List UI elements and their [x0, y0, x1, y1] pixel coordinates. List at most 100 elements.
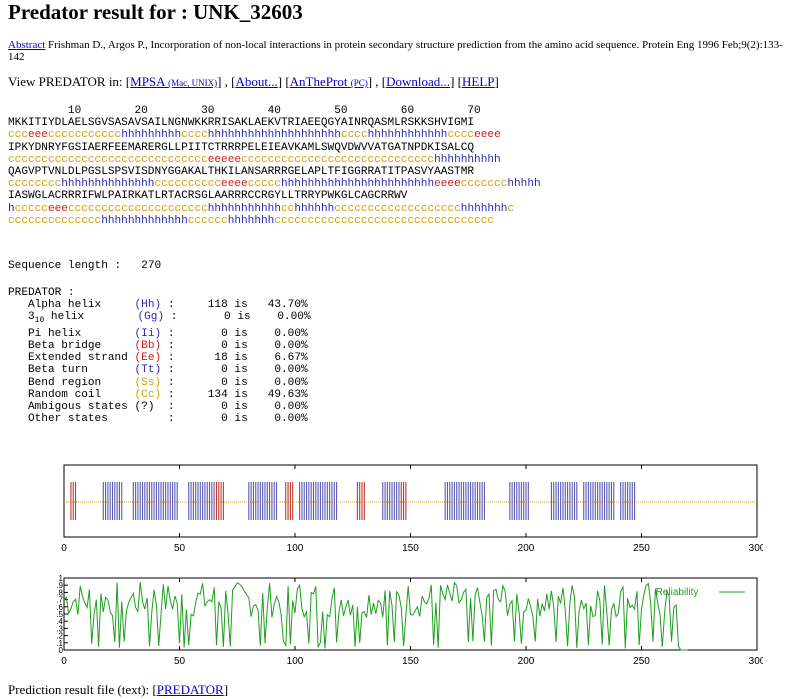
predator-file-link[interactable]: PREDATOR — [156, 682, 224, 697]
x-tick-label: 250 — [633, 656, 650, 667]
sequence-block: 10 20 30 40 50 60 70 MKKITIYDLAELSGVSASA… — [8, 105, 541, 227]
stat-name: Alpha helix — [27, 299, 135, 312]
stat-code: (Gg) — [137, 311, 165, 324]
x-tick-label: 50 — [174, 543, 186, 554]
stat-row: Beta bridge (Bb) : 0 is 0.00% — [27, 340, 308, 353]
stat-row: Ambigous states (?) : 0 is 0.00% — [27, 401, 308, 414]
x-tick-label: 100 — [287, 656, 304, 667]
x-tick-label: 250 — [633, 543, 650, 554]
structure-line: ccceeeccccccccccchhhhhhhhhcccchhhhhhhhhh… — [8, 129, 501, 142]
stat-count: 0 — [187, 413, 228, 426]
stat-percent: 0.00% — [254, 376, 308, 389]
sequence-line: IPKYDNRYFGSIAERFEEMARERGLLPIITCTRRRPELEI… — [8, 141, 475, 154]
stat-name: Ambigous states — [27, 401, 135, 414]
stat-percent: 0.00% — [257, 311, 311, 324]
stat-code: (?) — [134, 401, 162, 414]
reliability-line — [63, 581, 688, 651]
stat-code: (Ss) — [134, 376, 162, 389]
antheprot-link[interactable]: AnTheProt (PC) — [289, 74, 368, 89]
stat-row: Beta turn (Tt) : 0 is 0.00% — [27, 364, 308, 377]
x-tick-label: 0 — [61, 656, 67, 667]
stat-percent: 0.00% — [254, 413, 308, 426]
y-tick-label: 1 — [59, 574, 64, 583]
y-tick-label: 0.3 — [57, 624, 64, 633]
y-tick-label: 0.2 — [57, 632, 64, 641]
y-tick-label: 0.1 — [57, 639, 64, 648]
stat-name: Extended strand — [27, 352, 135, 365]
stat-count: 118 — [187, 299, 228, 312]
mpsa-link[interactable]: MPSA (Mac, UNIX) — [130, 74, 218, 89]
stat-name: Other states — [27, 413, 135, 426]
stat-code: (Hh) — [134, 299, 162, 312]
y-tick-label: 0.8 — [57, 588, 64, 597]
stat-name: Bend region — [27, 376, 135, 389]
stat-row: Other states : 0 is 0.00% — [27, 413, 308, 426]
sequence-length: Sequence length : 270 — [8, 260, 162, 272]
abstract-link[interactable]: Abstract — [8, 39, 46, 51]
stat-percent: 43.70% — [254, 299, 308, 312]
structure-line: cccccccchhhhhhhhhhhhhhcccccccccceeeecccc… — [8, 178, 541, 191]
y-tick-label: 0.7 — [57, 596, 64, 605]
view-links: View PREDATOR in: [MPSA (Mac, UNIX)] , [… — [8, 74, 499, 89]
stat-percent: 0.00% — [254, 401, 308, 414]
stat-percent: 0.00% — [254, 340, 308, 353]
sequence-line: MKKITIYDLAELSGVSASAVSAILNGNWKKRRISAKLAEK… — [8, 117, 475, 130]
help-link[interactable]: HELP — [461, 74, 495, 89]
stat-code: (Ee) — [134, 352, 162, 365]
abstract-citation: Abstract Frishman D., Argos P., Incorpor… — [8, 39, 788, 63]
sequence-line: QAGVPTVNLDLPGSLSPSVISDNYGGAKALTHKILANSAR… — [8, 166, 475, 179]
sequence-length-value: 270 — [141, 260, 162, 272]
predator-stats: PREDATOR : Alpha helix (Hh) : 118 is 43.… — [8, 287, 311, 425]
stat-count: 0 — [187, 401, 228, 414]
stat-row: Random coil (Cc) : 134 is 49.63% — [27, 388, 308, 401]
stat-name: Random coil — [27, 388, 135, 401]
reliability-chart: 00.10.20.30.40.50.60.70.80.9105010015020… — [57, 574, 763, 667]
sequence-line: IASWGLACRRRIFWLPAIRKATLRTACRSGLAARRRCCRG… — [8, 190, 408, 203]
x-tick-label: 150 — [402, 656, 419, 667]
stat-percent: 6.67% — [254, 352, 308, 365]
structure-line: hccccceeeccccccccccccccccccccchhhhhhhhhh… — [8, 202, 515, 215]
structure-line: cccccccccccccchhhhhhhhhhhhhcccccchhhhhhh… — [8, 214, 495, 227]
stat-name: Pi helix — [27, 327, 135, 340]
stat-count: 0 — [187, 376, 228, 389]
x-tick-label: 150 — [402, 543, 419, 554]
footer-label: Prediction result file (text): — [8, 682, 153, 697]
secondary-structure-chart: 0 50 100 150 200 250 300 — [61, 464, 763, 554]
stat-code: (Cc) — [134, 388, 162, 401]
stat-code: (Ii) — [134, 327, 162, 340]
x-tick-label: 300 — [749, 656, 763, 667]
x-tick-label: 300 — [749, 543, 763, 554]
y-tick-label: 0.4 — [57, 617, 64, 626]
page-title: Predator result for : UNK_32603 — [8, 0, 303, 24]
stat-code: (Bb) — [134, 340, 162, 353]
legend-label: Reliability — [656, 587, 699, 598]
citation-text: Frishman D., Argos P., Incorporation of … — [8, 39, 783, 63]
x-tick-label: 0 — [61, 543, 67, 554]
stat-name: Beta bridge — [27, 340, 135, 353]
predator-header: PREDATOR : — [8, 287, 75, 299]
stat-row: Alpha helix (Hh) : 118 is 43.70% — [27, 299, 308, 312]
x-tick-label: 200 — [518, 543, 535, 554]
stat-percent: 0.00% — [254, 327, 308, 340]
structure-line: cccccccccccccccccccccccccccccceeeeeccccc… — [8, 153, 501, 166]
x-tick-label: 100 — [287, 543, 304, 554]
stat-code — [135, 413, 162, 425]
download-link[interactable]: Download... — [386, 74, 451, 89]
stat-percent: 49.63% — [254, 388, 308, 401]
stat-count: 0 — [187, 327, 228, 340]
about-link[interactable]: About... — [235, 74, 278, 89]
footer: Prediction result file (text): [PREDATOR… — [8, 682, 229, 697]
view-prefix: View PREDATOR in: — [8, 74, 126, 89]
stat-count: 0 — [187, 364, 228, 377]
stat-row: Extended strand (Ee) : 18 is 6.67% — [27, 352, 308, 365]
sequence-ruler: 10 20 30 40 50 60 70 — [67, 105, 481, 117]
x-tick-label: 50 — [174, 656, 186, 667]
y-tick-label: 0.9 — [57, 581, 64, 590]
y-tick-label: 0.6 — [57, 603, 64, 612]
stat-percent: 0.00% — [254, 364, 308, 377]
stat-count: 18 — [187, 352, 228, 365]
stat-row: 310 helix (Gg) : 0 is 0.00% — [27, 311, 311, 326]
stat-name: Beta turn — [27, 364, 135, 377]
stat-code: (Tt) — [134, 364, 162, 377]
y-tick-label: 0.5 — [57, 610, 64, 619]
